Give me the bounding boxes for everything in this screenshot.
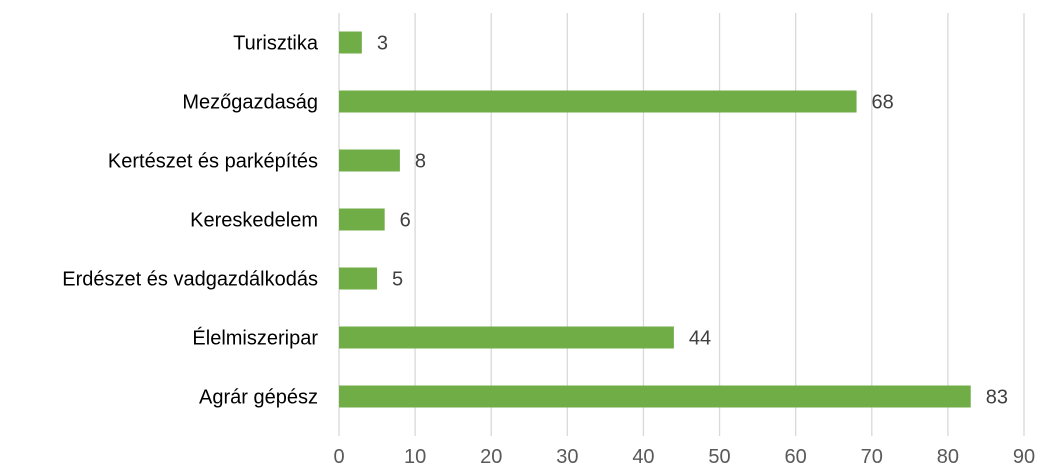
x-tick-label: 10 [404,446,426,468]
bar [339,90,857,113]
x-tick-label: 80 [937,446,959,468]
x-tick-label: 30 [556,446,578,468]
gridlines [338,13,1025,436]
category-label: Agrár gépész [199,387,318,409]
x-tick-label: 20 [480,446,502,468]
x-tick-label: 70 [861,446,883,468]
bars [339,31,971,408]
data-label: 6 [400,210,411,232]
data-label: 5 [392,269,403,291]
category-label: Kertészet és parképítés [108,151,318,173]
bar [339,385,971,408]
x-tick-label: 60 [785,446,807,468]
category-labels: Turisztika Mezőgazdaság Kertészet és parké… [62,33,319,409]
data-labels: 3 68 8 6 5 44 83 [377,33,1008,409]
x-tick-label: 0 [333,446,344,468]
category-label: Kereskedelem [190,210,318,232]
x-tick-label: 90 [1013,446,1035,468]
bar [339,31,362,54]
category-label: Erdészet és vadgazdálkodás [62,269,318,291]
data-label: 3 [377,33,388,55]
data-label: 44 [689,328,711,350]
category-label: Élelmiszeripar [192,327,318,350]
bar [339,267,378,290]
x-axis-tick-labels: 0 10 20 30 40 50 60 70 80 90 [333,446,1035,468]
x-tick-label: 50 [708,446,730,468]
bar [339,208,385,231]
data-label: 8 [415,151,426,173]
bar [339,149,400,172]
data-label: 68 [872,92,894,114]
category-label: Turisztika [233,33,319,55]
category-label: Mezőgazdaság [182,92,318,114]
x-tick-label: 40 [632,446,654,468]
data-label: 83 [986,387,1008,409]
bar [339,326,674,349]
